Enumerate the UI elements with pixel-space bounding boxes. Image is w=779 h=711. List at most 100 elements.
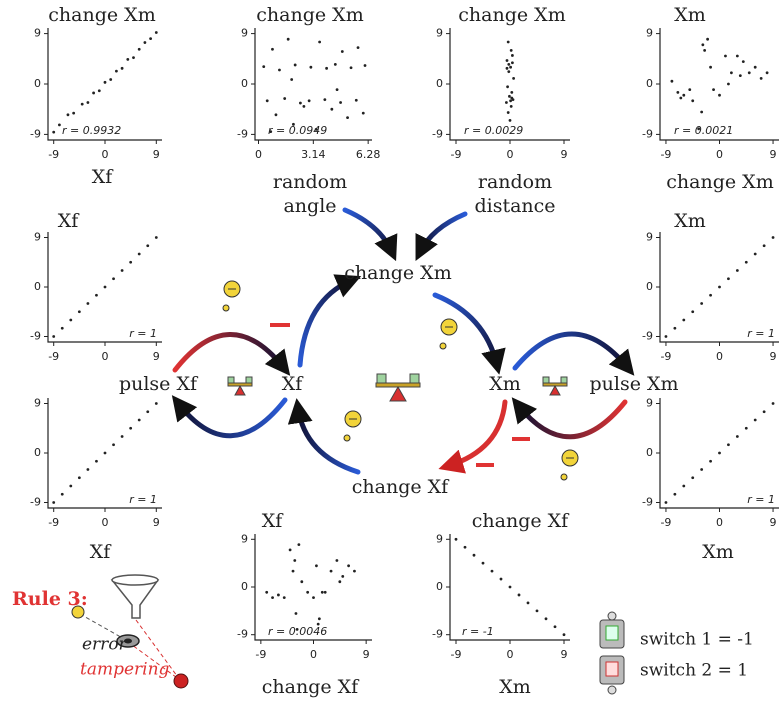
y-tick-label: 9 xyxy=(646,397,653,410)
point xyxy=(718,286,721,289)
node-label: change Xf xyxy=(352,476,450,498)
plot-bottom-label: Xf xyxy=(92,166,115,188)
point xyxy=(121,435,124,438)
y-tick-label: 0 xyxy=(436,77,443,90)
point xyxy=(334,63,337,66)
point xyxy=(294,64,297,67)
label: error xyxy=(82,635,128,655)
point xyxy=(92,92,95,95)
point xyxy=(299,102,302,105)
diagram: randomangle randomdistance change Xm pul… xyxy=(0,0,779,711)
seesaw xyxy=(228,377,252,395)
point xyxy=(330,108,333,111)
point xyxy=(283,596,286,599)
point xyxy=(290,78,293,81)
point xyxy=(87,468,90,471)
point xyxy=(95,460,98,463)
point xyxy=(712,88,715,91)
point xyxy=(727,83,730,86)
dot xyxy=(72,606,84,618)
node-label: Xf xyxy=(282,373,305,395)
point xyxy=(691,99,694,102)
scatter-plot: -909-909change XmXfr = 0.9932 xyxy=(30,4,162,188)
point xyxy=(362,112,365,115)
point xyxy=(364,64,367,67)
minus xyxy=(476,463,494,467)
plot-top-label: Xm xyxy=(674,210,706,232)
point xyxy=(766,71,769,74)
point xyxy=(730,71,733,74)
y-tick-label: 9 xyxy=(241,532,248,545)
x-tick-label: -9 xyxy=(48,148,59,161)
point xyxy=(346,116,349,119)
y-tick-label: 9 xyxy=(646,231,653,244)
point xyxy=(87,302,90,305)
point xyxy=(52,335,55,338)
point xyxy=(718,452,721,455)
point xyxy=(138,48,141,51)
point xyxy=(315,564,318,567)
point xyxy=(500,578,503,581)
point xyxy=(509,119,512,122)
scatter-plot: -909-909Xmr = 1 xyxy=(642,397,779,564)
point xyxy=(706,38,709,41)
plot-bottom-label: change Xf xyxy=(262,676,360,698)
x-tick-label: 3.14 xyxy=(301,148,326,161)
plot-bottom-label: change Xm xyxy=(666,171,773,193)
point xyxy=(325,67,328,70)
plot-top-label: Xm xyxy=(674,4,706,26)
point xyxy=(293,559,296,562)
gauge xyxy=(440,319,457,349)
point xyxy=(323,98,326,101)
y-tick-label: -9 xyxy=(642,330,653,343)
x-tick-label: 9 xyxy=(363,648,370,661)
label: tampering xyxy=(80,660,170,680)
gauge xyxy=(561,450,578,480)
point xyxy=(318,41,321,44)
point xyxy=(155,236,158,239)
point xyxy=(673,493,676,496)
x-tick-label: 0 xyxy=(716,516,723,529)
point xyxy=(341,50,344,53)
point xyxy=(507,41,510,44)
point xyxy=(772,236,775,239)
r-label: r = 1 xyxy=(129,327,157,340)
x-tick-label: 9 xyxy=(153,350,160,363)
point xyxy=(132,56,135,59)
point xyxy=(52,131,55,134)
point xyxy=(700,302,703,305)
arrow xyxy=(420,214,465,252)
arrow xyxy=(175,334,284,370)
y-tick-label: -9 xyxy=(642,496,653,509)
point xyxy=(355,99,358,102)
point xyxy=(126,58,129,61)
point xyxy=(338,580,341,583)
plot-top-label: change Xm xyxy=(48,4,155,26)
point xyxy=(312,596,315,599)
x-tick-label: 0 xyxy=(102,148,109,161)
point xyxy=(306,591,309,594)
point xyxy=(688,88,691,91)
switch-label: switch 1 = -1 xyxy=(640,630,754,650)
point xyxy=(302,105,305,108)
r-label: r = -1 xyxy=(462,625,494,638)
funnel-rim xyxy=(112,575,158,585)
point xyxy=(736,269,739,272)
point xyxy=(155,402,158,405)
y-tick-label: 0 xyxy=(34,77,41,90)
arrows xyxy=(175,210,628,472)
page: { "plots": [ {"top_label": "change Xm", … xyxy=(0,0,779,711)
point xyxy=(350,66,353,69)
scatter-plot: -909-909change Xmr = 0.0029 xyxy=(432,4,570,161)
point xyxy=(95,294,98,297)
point xyxy=(739,74,742,77)
x-tick-label: -9 xyxy=(48,516,59,529)
y-tick-label: 9 xyxy=(34,231,41,244)
y-tick-label: 0 xyxy=(241,77,248,90)
x-tick-label: 6.28 xyxy=(356,148,381,161)
r-label: r = 1 xyxy=(747,493,775,506)
point xyxy=(665,501,668,504)
x-tick-label: -9 xyxy=(48,350,59,363)
